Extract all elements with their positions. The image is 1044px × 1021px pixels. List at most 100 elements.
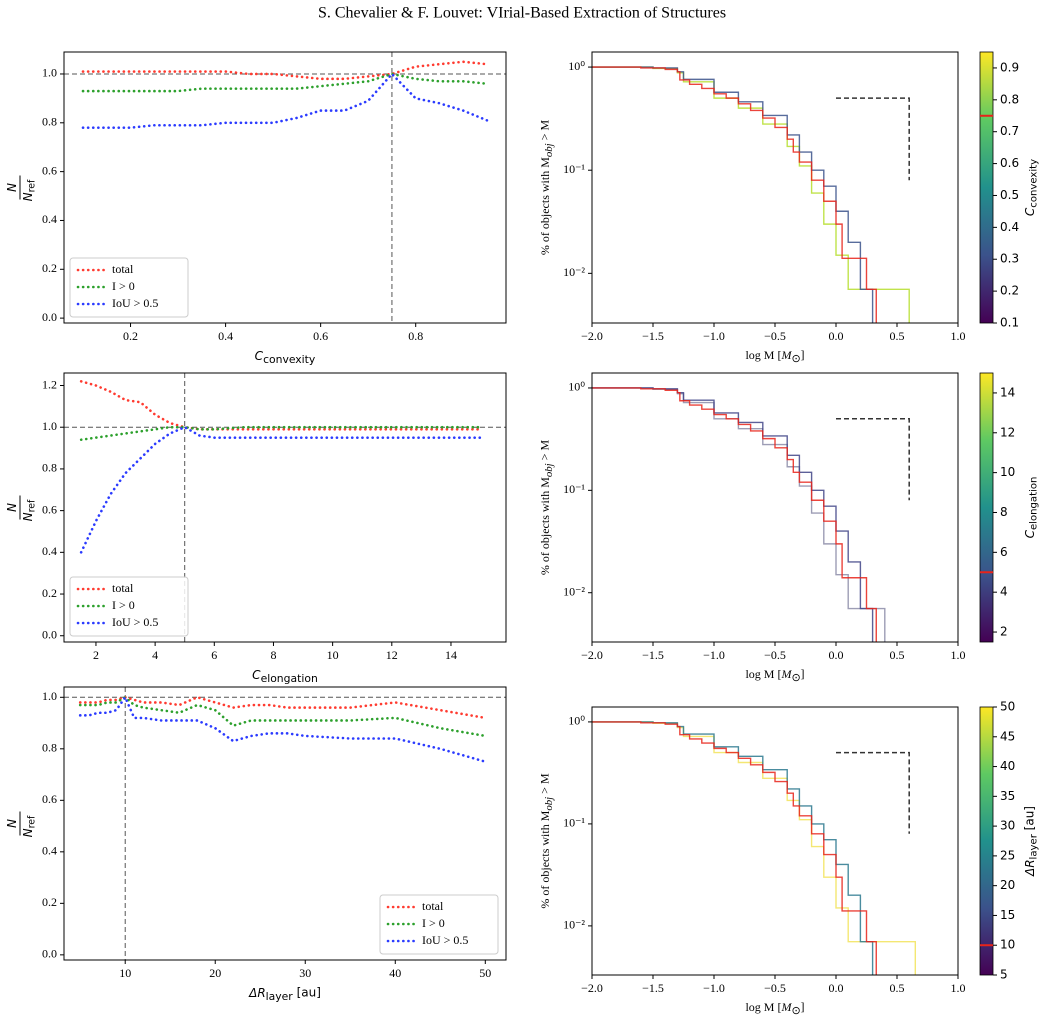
colorbar-tick-label: 15	[1000, 908, 1015, 922]
y-tick-label: 0.2	[42, 586, 57, 600]
data-line	[81, 72, 489, 129]
y-tick-label: 10⁻¹	[563, 482, 585, 496]
axis-label: Celongation	[252, 668, 318, 685]
x-tick-label: 8	[270, 648, 276, 662]
legend-label: IoU > 0.5	[422, 933, 468, 947]
x-tick-label: 0.0	[829, 981, 844, 995]
x-tick-label: 0.2	[123, 329, 138, 343]
label-part: ]	[801, 666, 805, 680]
label-part: ref	[26, 815, 37, 828]
axis-label: % of objects with Mobj > M	[537, 440, 555, 576]
label-part: C	[1023, 207, 1037, 216]
data-line	[592, 387, 874, 642]
label-part: log M [	[745, 667, 781, 681]
y-tick-label: 0.6	[42, 163, 57, 177]
axis-label: Cconvexity	[255, 349, 316, 366]
legend-box	[69, 576, 189, 637]
label-part: ΔR	[248, 986, 266, 1000]
y-tick-label: 1.0	[42, 66, 57, 80]
y-tick-label: 0.8	[42, 741, 57, 755]
label-part: elongation	[261, 672, 318, 685]
y-tick-label: 1.0	[42, 419, 57, 433]
y-tick-label: 0.0	[42, 947, 57, 961]
x-tick-label: −1.0	[703, 648, 725, 662]
data-line	[81, 72, 489, 93]
axes-frame	[63, 686, 507, 961]
label-part: convexity	[1029, 159, 1040, 208]
label-part: N	[5, 819, 19, 828]
colorbar-tick-label: 5	[1000, 968, 1008, 982]
x-tick-label: −1.0	[703, 981, 725, 995]
colorbar-tick-label: 0.9	[1000, 60, 1019, 74]
x-tick-label: 10	[327, 648, 339, 662]
axis-label: Nref	[21, 499, 37, 521]
y-tick-label: 0.4	[42, 544, 57, 558]
y-tick-label: 0.2	[42, 261, 57, 275]
x-tick-label: −1.0	[703, 329, 725, 343]
data-line	[78, 695, 487, 720]
legend-label: IoU > 0.5	[112, 615, 158, 629]
data-line	[592, 721, 874, 975]
x-tick-label: 6	[211, 648, 217, 662]
axis-label: ΔRlayer [au]	[248, 985, 321, 1003]
label-part: > M	[537, 773, 551, 797]
plot-area	[592, 721, 916, 975]
data-line	[592, 66, 877, 323]
colorbar	[979, 706, 994, 976]
x-tick-label: 0.4	[218, 329, 233, 343]
x-tick-label: −2.0	[581, 648, 603, 662]
y-tick-label: 0.4	[42, 844, 57, 858]
y-tick-label: 0.0	[42, 310, 57, 324]
guide-line	[836, 418, 910, 501]
y-tick-label: 10⁰	[568, 714, 585, 728]
label-part: log M [	[745, 1000, 781, 1014]
label-part: [au]	[293, 985, 321, 999]
y-tick-label: 0.6	[42, 502, 57, 516]
label-part: ⊙	[791, 353, 800, 365]
x-tick-label: 4	[152, 648, 158, 662]
label-part: ]	[801, 999, 805, 1013]
x-tick-label: −2.0	[581, 981, 603, 995]
axis-label: log M [M⊙]	[745, 999, 804, 1017]
x-tick-label: 0.8	[408, 329, 423, 343]
axis-label: Cconvexity	[1023, 159, 1040, 216]
page-header: S. Chevalier & F. Louvet: VIrial-Based E…	[318, 5, 726, 22]
x-tick-label: 0.0	[829, 329, 844, 343]
label-part: % of objects with M	[538, 157, 552, 255]
colorbar-tick-label: 0.1	[1000, 316, 1019, 330]
y-tick-label: 0.6	[42, 792, 57, 806]
label-part: N	[21, 828, 35, 837]
x-tick-label: 0.5	[890, 981, 905, 995]
colorbar-tick-label: 0.3	[1000, 252, 1019, 266]
axis-label: % of objects with Mobj > M	[537, 773, 555, 909]
colorbar-tick-label: 40	[1000, 759, 1015, 773]
plot-area	[64, 687, 506, 960]
label-part: ref	[26, 179, 37, 192]
plot-area	[592, 387, 910, 642]
x-tick-label: 1.0	[951, 648, 966, 662]
x-tick-label: 20	[209, 966, 221, 980]
label-part: N	[21, 512, 35, 521]
label-part: ΔR	[1023, 859, 1037, 877]
data-line	[592, 387, 886, 642]
y-tick-label: 10⁻¹	[563, 816, 585, 830]
colorbar-tick-label: 0.6	[1000, 156, 1019, 170]
legend-label: I > 0	[112, 598, 135, 612]
data-line	[592, 387, 877, 642]
label-part: ⊙	[791, 1005, 800, 1017]
colorbar-tick-label: 10	[1000, 465, 1015, 479]
data-line	[78, 694, 487, 763]
legend-label: I > 0	[112, 279, 135, 293]
colorbar-tick-label: 14	[1000, 385, 1015, 399]
axis-label: Nref	[21, 815, 37, 837]
y-tick-label: 0.8	[42, 115, 57, 129]
y-tick-label: 10⁰	[568, 380, 585, 394]
legend-box	[379, 894, 499, 955]
x-tick-label: 14	[445, 648, 457, 662]
y-tick-label: 0.8	[42, 461, 57, 475]
x-tick-label: 1.0	[951, 981, 966, 995]
legend-label: total	[112, 581, 134, 595]
